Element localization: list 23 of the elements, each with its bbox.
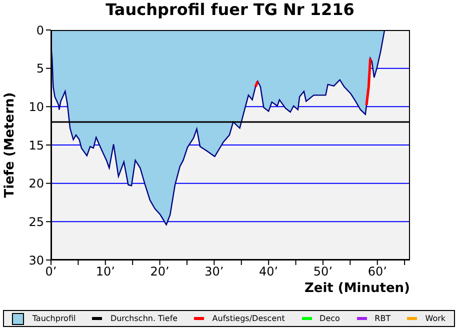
y-tick-label: 5	[36, 62, 44, 76]
y-tick-label: 15	[28, 138, 44, 152]
y-tick-label: 0	[36, 23, 44, 38]
legend-label: Aufstiegs/Descent	[212, 314, 285, 323]
y-tick-label: 10	[28, 100, 44, 114]
legend-label: RBT	[374, 314, 391, 323]
legend-label: Work	[425, 314, 446, 323]
legend-label: Durchschn. Tiefe	[110, 314, 178, 323]
legend-label: Tauchprofil	[32, 314, 76, 323]
x-axis-title: Zeit (Minuten)	[304, 281, 410, 296]
x-tick-label: 40’	[259, 264, 278, 279]
x-tick-label: 30’	[204, 264, 224, 279]
y-axis-title: Tiefe (Metern)	[2, 92, 18, 198]
legend-label: Deco	[320, 314, 340, 323]
chart-title: Tauchprofil fuer TG Nr 1216	[104, 0, 356, 19]
x-tick-label: 20’	[150, 264, 170, 279]
y-tick-label: 20	[28, 176, 44, 191]
x-tick-label: 0’	[45, 264, 57, 279]
y-tick-label: 25	[28, 214, 44, 229]
x-tick-label: 10’	[96, 264, 115, 279]
x-tick-label: 50’	[313, 264, 333, 279]
x-tick-label: 60’	[368, 264, 387, 279]
y-tick-label: 30	[28, 253, 44, 268]
